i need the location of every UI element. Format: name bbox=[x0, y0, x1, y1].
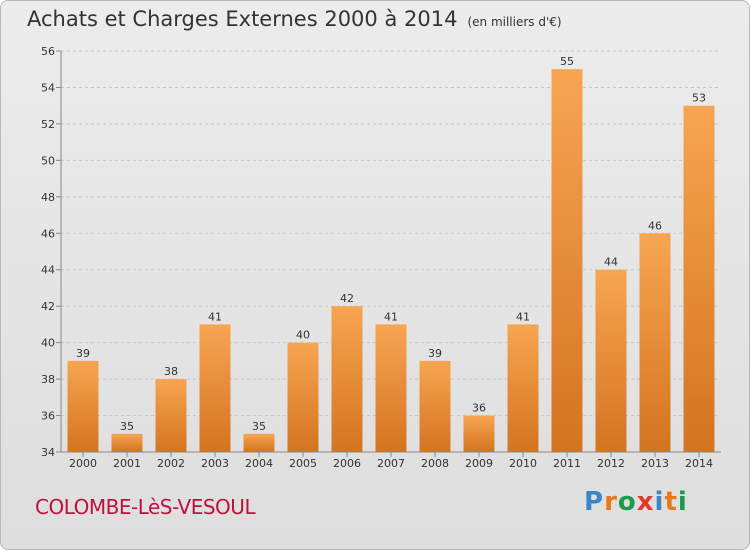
logo-letter: x bbox=[636, 487, 655, 517]
data-label: 40 bbox=[296, 329, 310, 342]
bar bbox=[331, 306, 363, 452]
bar bbox=[155, 379, 187, 452]
bar bbox=[243, 433, 275, 452]
logo-letter: r bbox=[604, 487, 618, 517]
data-label: 38 bbox=[164, 365, 178, 378]
x-tick-label: 2013 bbox=[641, 457, 669, 470]
bar bbox=[683, 105, 715, 452]
chart-title: Achats et Charges Externes 2000 à 2014 (e… bbox=[27, 7, 562, 31]
data-label: 41 bbox=[384, 310, 398, 323]
data-label: 39 bbox=[428, 347, 442, 360]
chart-unit: (en milliers d'€) bbox=[467, 15, 562, 29]
logo-letter: i bbox=[677, 487, 688, 517]
data-label: 41 bbox=[516, 310, 530, 323]
y-tick-label: 38 bbox=[41, 373, 55, 386]
y-tick-label: 56 bbox=[41, 45, 55, 58]
bar bbox=[111, 433, 143, 452]
x-tick-label: 2012 bbox=[597, 457, 625, 470]
y-tick-label: 52 bbox=[41, 118, 55, 131]
data-label: 55 bbox=[560, 55, 574, 68]
chart-title-text: Achats et Charges Externes 2000 à 2014 bbox=[27, 7, 458, 31]
commune-name: COLOMBE-LèS-VESOUL bbox=[35, 495, 256, 519]
y-tick-label: 54 bbox=[41, 81, 55, 94]
data-label: 39 bbox=[76, 347, 90, 360]
x-tick-label: 2000 bbox=[69, 457, 97, 470]
logo-letter: P bbox=[584, 487, 605, 517]
y-tick-label: 50 bbox=[41, 154, 55, 167]
data-label: 35 bbox=[252, 420, 266, 433]
bar bbox=[419, 360, 451, 452]
bar bbox=[199, 324, 231, 452]
x-tick-label: 2014 bbox=[685, 457, 713, 470]
bar bbox=[463, 415, 495, 452]
x-tick-label: 2005 bbox=[289, 457, 317, 470]
x-tick-label: 2002 bbox=[157, 457, 185, 470]
y-tick-label: 40 bbox=[41, 337, 55, 350]
x-tick-label: 2006 bbox=[333, 457, 361, 470]
data-label: 44 bbox=[604, 256, 618, 269]
logo-letter: t bbox=[664, 487, 678, 517]
x-tick-label: 2008 bbox=[421, 457, 449, 470]
data-label: 42 bbox=[340, 292, 354, 305]
logo-letter: i bbox=[654, 487, 665, 517]
data-label: 46 bbox=[648, 219, 662, 232]
data-label: 35 bbox=[120, 420, 134, 433]
bar bbox=[639, 233, 671, 452]
x-tick-label: 2004 bbox=[245, 457, 273, 470]
x-tick-label: 2011 bbox=[553, 457, 581, 470]
x-tick-label: 2007 bbox=[377, 457, 405, 470]
bar bbox=[595, 269, 627, 452]
y-tick-label: 46 bbox=[41, 227, 55, 240]
bar bbox=[287, 342, 319, 452]
y-tick-label: 34 bbox=[41, 446, 55, 459]
proxiti-logo[interactable]: Proxiti bbox=[584, 487, 688, 517]
x-tick-label: 2003 bbox=[201, 457, 229, 470]
data-label: 53 bbox=[692, 92, 706, 105]
data-label: 36 bbox=[472, 402, 486, 415]
x-tick-label: 2009 bbox=[465, 457, 493, 470]
x-tick-label: 2010 bbox=[509, 457, 537, 470]
y-tick-label: 48 bbox=[41, 191, 55, 204]
bar bbox=[551, 69, 583, 453]
data-label: 41 bbox=[208, 310, 222, 323]
bar bbox=[67, 360, 99, 452]
y-tick-label: 42 bbox=[41, 300, 55, 313]
y-tick-label: 36 bbox=[41, 410, 55, 423]
bar bbox=[507, 324, 539, 452]
bar bbox=[375, 324, 407, 452]
x-tick-label: 2001 bbox=[113, 457, 141, 470]
logo-letter: o bbox=[617, 487, 637, 517]
y-tick-label: 44 bbox=[41, 264, 55, 277]
